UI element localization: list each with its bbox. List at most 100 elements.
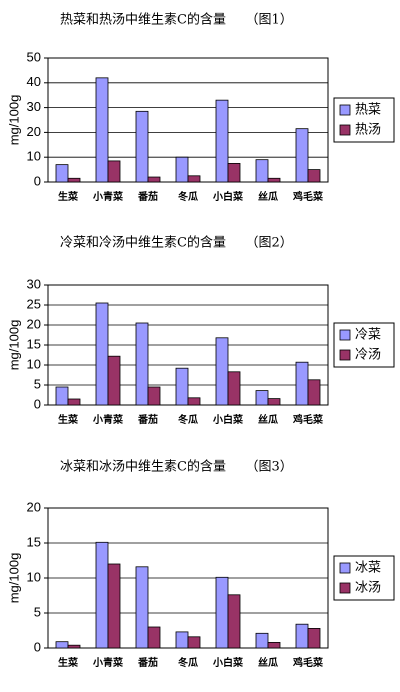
legend-swatch bbox=[339, 104, 351, 116]
bar bbox=[135, 566, 149, 649]
bar bbox=[215, 576, 229, 649]
y-tick-label: 10 bbox=[27, 149, 41, 164]
bar bbox=[187, 636, 201, 649]
chart-title: 冰菜和冰汤中维生素C的含量 （图3） bbox=[60, 459, 293, 475]
y-tick-label: 20 bbox=[27, 316, 41, 331]
x-tick-label: 生菜 bbox=[58, 656, 79, 669]
y-tick-label: 10 bbox=[27, 569, 41, 584]
x-tick-label: 番茄 bbox=[137, 656, 158, 669]
bar bbox=[267, 177, 281, 183]
bar bbox=[67, 644, 81, 649]
bar bbox=[295, 623, 309, 649]
bar bbox=[307, 379, 321, 406]
bar bbox=[227, 371, 241, 406]
bar bbox=[147, 626, 161, 649]
y-tick-label: 30 bbox=[27, 276, 41, 291]
x-tick-label: 丝瓜 bbox=[258, 413, 278, 426]
y-tick-label: 30 bbox=[27, 99, 41, 114]
bar bbox=[55, 641, 69, 649]
legend-label: 冷汤 bbox=[355, 348, 381, 363]
legend-swatch bbox=[339, 124, 351, 136]
x-tick-label: 冬瓜 bbox=[178, 190, 198, 203]
bar bbox=[95, 302, 109, 406]
y-axis-label: mg/100g bbox=[6, 95, 21, 146]
x-tick-label: 丝瓜 bbox=[258, 656, 278, 669]
bar bbox=[187, 175, 201, 183]
y-tick-label: 0 bbox=[34, 173, 41, 188]
y-tick-label: 0 bbox=[34, 396, 41, 411]
bar bbox=[267, 398, 281, 406]
bar bbox=[55, 164, 69, 183]
x-tick-label: 生菜 bbox=[58, 413, 79, 426]
chart-title: 热菜和热汤中维生素C的含量 （图1） bbox=[60, 12, 293, 28]
y-tick-label: 40 bbox=[27, 74, 41, 89]
x-tick-label: 小白菜 bbox=[212, 190, 244, 203]
bar bbox=[255, 632, 269, 649]
x-tick-label: 小白菜 bbox=[212, 656, 244, 669]
y-tick-label: 15 bbox=[27, 534, 41, 549]
legend-label: 冷菜 bbox=[355, 328, 381, 343]
x-tick-label: 番茄 bbox=[137, 190, 158, 203]
y-tick-label: 5 bbox=[34, 376, 41, 391]
bar bbox=[307, 169, 321, 183]
bar bbox=[135, 110, 149, 183]
bar bbox=[67, 398, 81, 406]
bar bbox=[227, 162, 241, 183]
x-tick-label: 小青菜 bbox=[92, 413, 124, 426]
bar bbox=[95, 77, 109, 183]
bar bbox=[215, 99, 229, 183]
y-tick-label: 20 bbox=[27, 124, 41, 139]
legend-label: 冰汤 bbox=[355, 581, 381, 596]
legend-label: 热汤 bbox=[355, 123, 381, 138]
bar bbox=[95, 541, 109, 649]
bar bbox=[295, 361, 309, 406]
y-tick-label: 20 bbox=[27, 499, 41, 514]
y-tick-label: 10 bbox=[27, 356, 41, 371]
legend-label: 热菜 bbox=[355, 103, 381, 118]
bar bbox=[107, 355, 121, 406]
chart-title: 冷菜和冷汤中维生素C的含量 （图2） bbox=[60, 235, 293, 251]
legend-swatch bbox=[339, 562, 351, 574]
legend-swatch bbox=[339, 582, 351, 594]
bar bbox=[147, 176, 161, 183]
bar bbox=[107, 160, 121, 183]
y-tick-label: 5 bbox=[34, 604, 41, 619]
bar bbox=[267, 642, 281, 649]
x-tick-label: 小白菜 bbox=[212, 413, 244, 426]
y-tick-label: 15 bbox=[27, 336, 41, 351]
x-tick-label: 鸡毛菜 bbox=[292, 190, 324, 203]
bar bbox=[227, 594, 241, 649]
y-axis-label: mg/100g bbox=[6, 320, 21, 371]
bar bbox=[255, 390, 269, 406]
bar bbox=[55, 386, 69, 406]
bar bbox=[187, 397, 201, 406]
bar bbox=[175, 156, 189, 183]
bar bbox=[307, 628, 321, 649]
x-tick-label: 鸡毛菜 bbox=[292, 413, 324, 426]
bar bbox=[215, 337, 229, 406]
bar bbox=[175, 367, 189, 406]
legend-swatch bbox=[339, 349, 351, 361]
x-tick-label: 冬瓜 bbox=[178, 656, 198, 669]
bar bbox=[175, 631, 189, 649]
x-tick-label: 冬瓜 bbox=[178, 413, 198, 426]
bar bbox=[255, 159, 269, 183]
legend-swatch bbox=[339, 329, 351, 341]
y-tick-label: 50 bbox=[27, 49, 41, 64]
x-tick-label: 鸡毛菜 bbox=[292, 656, 324, 669]
bar bbox=[135, 322, 149, 406]
y-axis-label: mg/100g bbox=[6, 553, 21, 604]
x-tick-label: 丝瓜 bbox=[258, 190, 278, 203]
bar bbox=[147, 386, 161, 406]
x-tick-label: 番茄 bbox=[137, 413, 158, 426]
bar bbox=[107, 563, 121, 649]
legend-label: 冰菜 bbox=[355, 561, 381, 576]
x-tick-label: 小青菜 bbox=[92, 190, 124, 203]
x-tick-label: 小青菜 bbox=[92, 656, 124, 669]
y-tick-label: 0 bbox=[34, 639, 41, 654]
bar bbox=[295, 128, 309, 183]
x-tick-label: 生菜 bbox=[58, 190, 79, 203]
bar bbox=[67, 177, 81, 183]
y-tick-label: 25 bbox=[27, 296, 41, 311]
